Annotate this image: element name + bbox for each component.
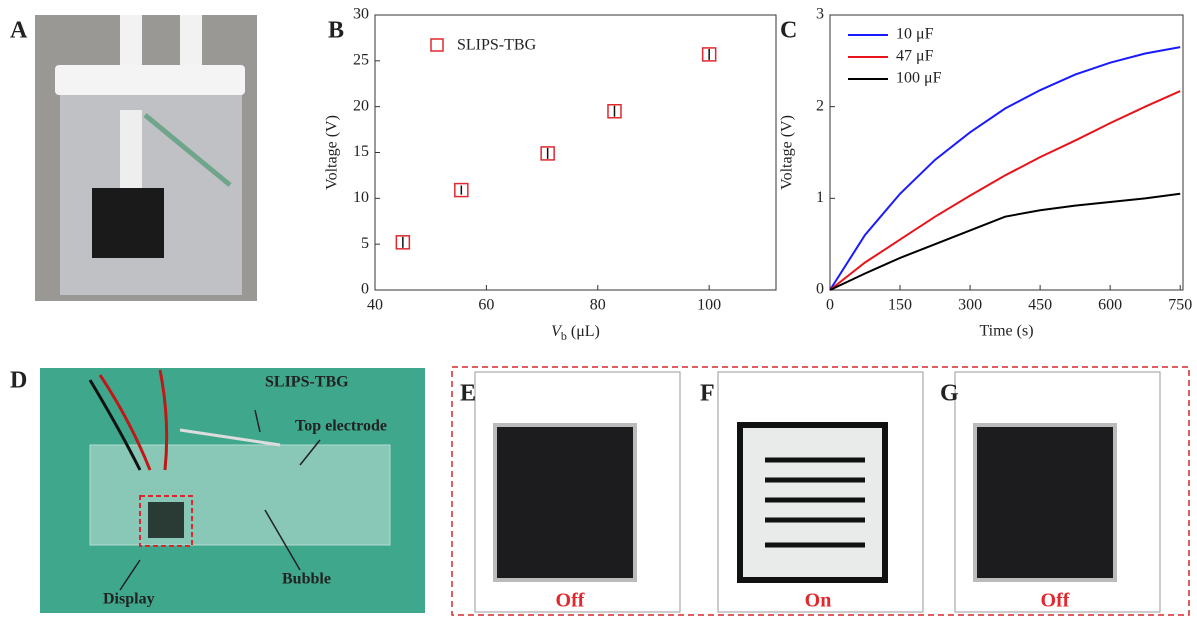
y-tick-label: 2 xyxy=(816,97,824,114)
y-tick-label: 15 xyxy=(353,143,369,160)
annotation: Bubble xyxy=(282,571,331,588)
y-tick-label: 0 xyxy=(816,281,824,298)
photo-e xyxy=(474,371,681,613)
x-axis-label-part: V xyxy=(551,323,563,340)
x-tick-label: 450 xyxy=(1028,297,1052,314)
panel-label: C xyxy=(780,18,797,44)
x-tick-label: 300 xyxy=(958,297,982,314)
x-tick-label: 0 xyxy=(826,297,834,314)
dashed-frame xyxy=(451,366,1190,616)
annotation: Top electrode xyxy=(295,418,387,435)
x-tick-label: 100 xyxy=(697,297,721,314)
data-point xyxy=(607,104,622,119)
data-point xyxy=(540,146,555,161)
x-tick-label: 40 xyxy=(367,297,383,314)
legend-label: 10 μF xyxy=(896,26,934,43)
photo-f xyxy=(717,371,924,613)
panel-label: E xyxy=(460,381,476,407)
panel-label: G xyxy=(940,381,959,407)
data-point xyxy=(395,235,411,250)
y-axis-label: Voltage (V) xyxy=(779,115,796,190)
annotation: SLIPS-TBG xyxy=(265,374,349,391)
panel-label: B xyxy=(328,18,344,44)
legend-label: 47 μF xyxy=(896,48,934,65)
x-tick-label: 750 xyxy=(1168,297,1192,314)
annotation: Display xyxy=(103,591,155,608)
legend-label: 100 μF xyxy=(896,70,942,87)
y-tick-label: 1 xyxy=(816,189,824,206)
display-state: On xyxy=(805,590,832,612)
y-axis-label: Voltage (V) xyxy=(324,115,341,190)
y-tick-label: 3 xyxy=(816,6,824,23)
legend-label: SLIPS-TBG xyxy=(457,37,537,54)
x-tick-label: 60 xyxy=(478,297,494,314)
data-line xyxy=(829,46,1181,291)
y-tick-label: 5 xyxy=(361,235,369,252)
photo-a xyxy=(35,15,257,301)
panel-label: F xyxy=(700,381,715,407)
plot-frame xyxy=(829,14,1184,291)
x-axis-label: Time (s) xyxy=(979,323,1033,340)
data-line xyxy=(829,90,1181,291)
y-tick-label: 0 xyxy=(361,281,369,298)
y-tick-label: 10 xyxy=(353,189,369,206)
x-axis-label-part: b xyxy=(561,329,567,343)
panel-label: D xyxy=(10,368,27,394)
data-line xyxy=(829,192,1181,291)
x-axis-label: Vb (μL) xyxy=(551,323,600,343)
x-tick-label: 150 xyxy=(888,297,912,314)
display-state: Off xyxy=(1041,590,1070,612)
x-axis-label-part: (μL) xyxy=(571,323,600,340)
x-tick-label: 600 xyxy=(1098,297,1122,314)
y-tick-label: 20 xyxy=(353,97,369,114)
legend-marker xyxy=(430,38,444,52)
display-state: Off xyxy=(556,590,585,612)
data-point xyxy=(454,182,469,198)
photo-g xyxy=(954,371,1161,613)
photo-d xyxy=(40,368,425,613)
x-tick-label: 80 xyxy=(590,297,606,314)
panel-label: A xyxy=(10,18,28,44)
data-point xyxy=(701,47,717,62)
y-tick-label: 25 xyxy=(353,52,369,69)
y-tick-label: 30 xyxy=(353,6,369,23)
